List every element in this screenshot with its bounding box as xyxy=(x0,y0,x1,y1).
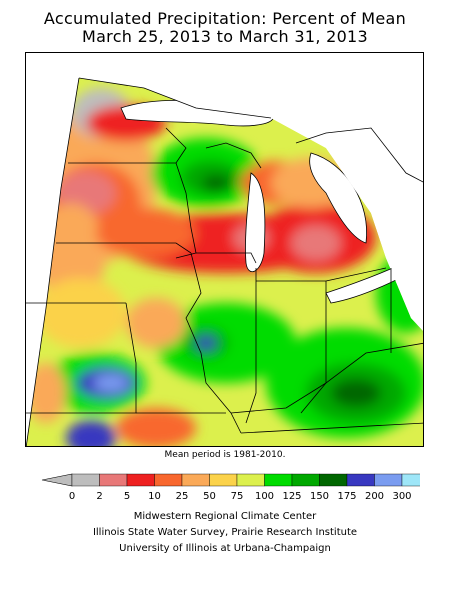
legend-tick-label: 150 xyxy=(310,491,329,502)
zone-south-orange xyxy=(116,408,196,446)
legend-swatch xyxy=(346,473,375,487)
tn-ky-border xyxy=(240,422,423,434)
legend-swatch xyxy=(319,473,348,487)
legend-tick-label: 50 xyxy=(203,491,216,502)
credit-line-2: Illinois State Water Survey, Prairie Res… xyxy=(92,527,358,538)
map-canvas xyxy=(26,53,423,446)
legend-tick-label: 0 xyxy=(69,491,75,502)
legend-tick-label: 5 xyxy=(124,491,130,502)
legend-swatch xyxy=(181,473,210,487)
legend-swatch xyxy=(126,473,155,487)
ia-southern-border xyxy=(56,242,192,254)
mo-border xyxy=(26,302,137,414)
zone-sw-yellow xyxy=(36,278,126,348)
region-west-edge xyxy=(26,77,80,446)
oh-mi-border xyxy=(325,267,387,282)
legend-swatch xyxy=(236,473,265,487)
legend-swatch xyxy=(401,473,430,487)
credit-line-3: University of Illinois at Urbana-Champai… xyxy=(119,543,331,554)
legend-tick-label: 75 xyxy=(231,491,244,502)
zone-illinois-blue xyxy=(196,336,216,350)
credits: Midwestern Regional Climate Center Illin… xyxy=(0,509,450,557)
precipitation-contours xyxy=(26,88,423,446)
wi-il-border xyxy=(196,252,257,264)
legend-swatch xyxy=(71,473,100,487)
legend-swatch xyxy=(154,473,183,487)
legend-tick-label: 175 xyxy=(337,491,356,502)
ohio-river xyxy=(230,342,423,414)
legend-tick-label: 300 xyxy=(392,491,411,502)
zone-south-blue xyxy=(66,420,116,446)
mn-ia-east-border xyxy=(175,162,197,259)
precipitation-map xyxy=(25,52,424,447)
zone-michigan-pink xyxy=(291,225,341,261)
legend-arrow xyxy=(41,473,73,487)
color-legend: 0 2 5 10 25 50 75 100 125 150 175 200 300 xyxy=(40,470,430,506)
legend-tick-label: 125 xyxy=(282,491,301,502)
legend-tick-label: 25 xyxy=(176,491,189,502)
legend-tick-label: 100 xyxy=(255,491,274,502)
zone-east-darkest xyxy=(331,379,381,407)
legend-tick-label: 10 xyxy=(148,491,161,502)
title-line-2: March 25, 2013 to March 31, 2013 xyxy=(81,27,369,46)
zone-mo-lightblue xyxy=(93,374,129,392)
upper-peninsula xyxy=(205,142,262,169)
legend-canvas: 0 2 5 10 25 50 75 100 125 150 175 200 300 xyxy=(41,473,430,502)
canada-border xyxy=(78,77,272,119)
legend-swatch xyxy=(209,473,238,487)
legend-swatch xyxy=(374,473,403,487)
legend-swatch xyxy=(291,473,320,487)
lake-michigan xyxy=(245,172,266,273)
mn-southern-border xyxy=(68,127,187,164)
canada-east-border xyxy=(295,127,423,183)
map-title: Accumulated Precipitation: Percent of Me… xyxy=(0,10,450,46)
state-borders xyxy=(26,77,423,446)
outside-region xyxy=(26,53,423,446)
title-line-1: Accumulated Precipitation: Percent of Me… xyxy=(43,9,407,28)
zone-mo-orange xyxy=(126,298,186,348)
il-in-border xyxy=(245,268,257,424)
legend-tick-label: 2 xyxy=(96,491,102,502)
legend-swatch xyxy=(99,473,128,487)
legend-tick-label: 200 xyxy=(365,491,384,502)
credit-line-1: Midwestern Regional Climate Center xyxy=(133,511,317,522)
zone-wisconsin-darkest xyxy=(202,175,230,191)
zone-iowa-orange xyxy=(96,208,196,258)
mean-period-note: Mean period is 1981-2010. xyxy=(164,450,286,460)
legend-swatch xyxy=(264,473,293,487)
